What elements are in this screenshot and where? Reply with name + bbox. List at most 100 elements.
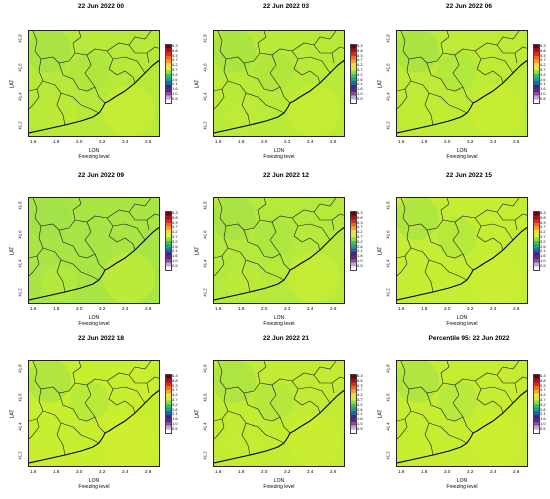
colorbar-tick-label: 6.3: [172, 373, 178, 378]
colorbar-tick-label: 3.7: [357, 234, 363, 239]
colorbar-tick-label: 3.2: [540, 401, 546, 407]
colorbar-tick-label: 0.5: [357, 262, 363, 268]
colorbar-tick-label: 1.0: [540, 91, 546, 96]
region-border: [514, 382, 518, 394]
field-shading: [471, 85, 523, 136]
colorbar-tick-label: 5.8: [172, 47, 178, 53]
lon-tick-label: 2.0: [444, 306, 451, 311]
lon-tick-label: 1.6: [398, 306, 405, 311]
region-border: [241, 422, 251, 456]
field-shading: [254, 218, 294, 258]
map-plot: [213, 197, 345, 304]
map-outline: [214, 31, 344, 136]
map-plot: [28, 30, 160, 137]
colorbar-tick-label: 3.7: [540, 397, 546, 402]
colorbar-tick-label: 1.6: [172, 86, 178, 92]
lon-tick-label: 1.8: [53, 306, 60, 311]
colorbar-tick-label: 0.5: [540, 95, 546, 101]
colorbar: [350, 44, 357, 104]
lat-tick-label: 41.2: [202, 451, 208, 460]
colorbar-tick-label: 5.3: [540, 382, 546, 388]
colorbar: [165, 211, 172, 271]
colorbar-tick-label: 5.8: [357, 377, 363, 383]
colorbar-tick-label: 3.2: [172, 401, 178, 407]
colorbar-tick-label: 0.5: [357, 425, 363, 431]
region-border: [442, 48, 504, 84]
colorbar-tick-label: 5.8: [540, 214, 546, 220]
lon-tick-label: 2.6: [330, 469, 337, 474]
region-border: [29, 418, 38, 422]
colorbar: [533, 374, 540, 434]
colorbar-tick-label: 4.7: [357, 57, 363, 63]
lon-tick-label: 1.6: [398, 469, 405, 474]
region-border: [297, 386, 331, 404]
colorbar-tick-label: 5.3: [540, 52, 546, 58]
colorbar-tick-label: 3.7: [357, 67, 363, 72]
colorbar-tick-label: 1.6: [357, 253, 363, 259]
region-border: [397, 255, 406, 259]
field-shading: [437, 51, 477, 91]
map-plot: [396, 360, 528, 467]
lon-tick-label: 2.4: [122, 139, 129, 144]
colorbar-tick-label: 1.0: [172, 258, 178, 263]
lon-tick-label: 2.6: [145, 469, 152, 474]
region-border: [106, 31, 152, 52]
region-border: [106, 361, 152, 382]
region-border: [331, 219, 335, 231]
region-border: [74, 48, 136, 84]
field-subtitle: Freezing level: [446, 321, 478, 327]
region-border: [480, 56, 514, 74]
field-shading: [103, 415, 155, 466]
lon-tick-label: 2.6: [145, 139, 152, 144]
colorbar-tick-label: 2.6: [172, 406, 178, 412]
colorbar-tick-label: 5.3: [172, 52, 178, 58]
lat-tick-label: 41.4: [385, 92, 391, 101]
colorbar: [165, 374, 172, 434]
lon-tick-label: 2.4: [307, 139, 314, 144]
lon-tick-label: 2.4: [307, 306, 314, 311]
lon-tick-label: 1.8: [421, 469, 428, 474]
colorbar-tick-label: 4.7: [172, 387, 178, 393]
colorbar-tick-label: 2.1: [172, 248, 178, 254]
lat-axis-label: LAT: [9, 409, 16, 418]
map-outline: [29, 361, 159, 466]
lon-tick-label: 2.6: [513, 139, 520, 144]
lon-axis-label: LON: [88, 478, 100, 484]
lat-tick-label: 41.6: [385, 230, 391, 239]
region-border: [452, 54, 474, 104]
coastline: [29, 389, 159, 464]
colorbar-tick-label: 3.2: [357, 401, 363, 407]
field-shading: [471, 415, 523, 466]
lon-tick-label: 2.4: [490, 306, 497, 311]
lon-tick-label: 2.0: [261, 139, 268, 144]
region-border: [397, 418, 406, 422]
field-shading: [69, 218, 109, 258]
map-panel: 22 Jun 2022 03 LAT 41.8 41.6 41.4 41.2 1.6 1.8 2…: [185, 0, 367, 165]
region-border: [313, 211, 344, 221]
map-plot: [213, 360, 345, 467]
region-border: [331, 52, 335, 64]
colorbar-tick-label: 4.2: [172, 392, 178, 398]
colorbar-tick-label: 1.0: [357, 91, 363, 96]
lon-axis-label: LON: [456, 148, 468, 154]
colorbar-tick-label: 4.2: [540, 229, 546, 235]
lon-tick-label: 2.6: [513, 469, 520, 474]
colorbar: [350, 374, 357, 434]
region-border: [424, 259, 434, 293]
region-border: [243, 62, 281, 92]
colorbar-tick-label: 2.6: [540, 243, 546, 249]
lon-tick-label: 1.8: [238, 139, 245, 144]
colorbar-tick-label: 5.8: [172, 214, 178, 220]
panel-title: 22 Jun 2022 21: [263, 335, 309, 342]
region-border: [424, 422, 434, 456]
colorbar: [533, 211, 540, 271]
lat-tick-label: 41.8: [202, 364, 208, 373]
colorbar-tick-label: 5.3: [357, 382, 363, 388]
field-subtitle: Freezing level: [263, 484, 295, 490]
lat-axis-label: LAT: [194, 246, 201, 255]
colorbar-tick-label: 4.2: [357, 392, 363, 398]
region-border: [214, 255, 223, 259]
region-border: [426, 392, 464, 422]
coastline: [214, 59, 344, 134]
region-border: [128, 44, 159, 54]
